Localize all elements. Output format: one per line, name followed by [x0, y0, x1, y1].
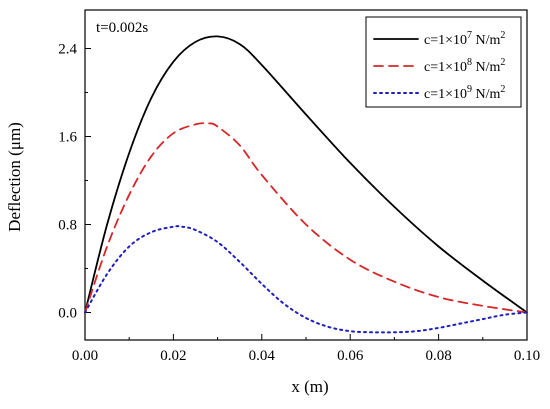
- x-axis-ticks: 0.00 0.02 0.04 0.06 0.08 0.10: [72, 334, 540, 364]
- series-line-1: [84, 35, 528, 314]
- legend: c=1×107 N/m2 c=1×108 N/m2 c=1×109 N/m2: [365, 16, 522, 108]
- y-axis-label: Deflection (μm): [5, 122, 24, 232]
- x-tick-label: 0.08: [425, 348, 451, 364]
- y-tick-label: 0.8: [58, 218, 77, 234]
- y-axis-ticks: 0.0 0.8 1.6 2.4: [58, 42, 91, 322]
- x-tick-label: 0.04: [249, 348, 276, 364]
- x-tick-label: 0.02: [160, 348, 186, 364]
- y-tick-label: 2.4: [58, 42, 77, 58]
- legend-label-3: c=1×109 N/m2: [424, 84, 505, 102]
- legend-box: [365, 16, 522, 108]
- series-layer: [84, 35, 528, 334]
- x-tick-label: 0.06: [337, 348, 364, 364]
- x-tick-label: 0.10: [514, 348, 540, 364]
- y-tick-label: 1.6: [58, 130, 77, 146]
- y-tick-label: 0.0: [58, 306, 77, 322]
- series-line-3: [84, 225, 528, 334]
- series-line-2: [84, 122, 528, 314]
- time-annotation: t=0.002s: [96, 20, 148, 36]
- legend-label-2: c=1×108 N/m2: [424, 57, 505, 75]
- legend-label-1: c=1×107 N/m2: [424, 30, 505, 48]
- x-axis-label: x (m): [291, 377, 328, 396]
- x-tick-label: 0.00: [72, 348, 98, 364]
